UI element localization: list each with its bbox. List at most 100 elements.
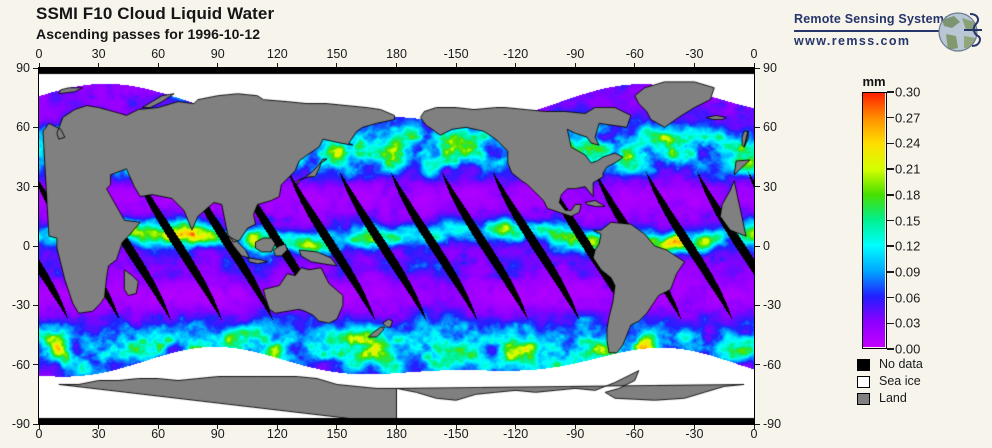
colorbar-tick-label: 0.18 [895, 187, 921, 203]
y-axis-tick-label-left: 90 [16, 61, 30, 75]
y-axis-tick [755, 67, 760, 69]
y-axis-tick [33, 304, 38, 306]
x-axis-tick-label-top: 180 [386, 47, 407, 61]
colorbar-tick-label: 0.06 [895, 290, 921, 306]
logo-organization-name: Remote Sensing Systems [794, 12, 952, 26]
logo-divider [794, 30, 942, 32]
map-plot-area[interactable] [38, 67, 755, 425]
y-axis-tick [755, 126, 760, 128]
colorbar-tick-label: 0.27 [895, 110, 921, 126]
x-axis-tick [38, 63, 40, 67]
y-axis-tick [755, 245, 760, 247]
colorbar-tick-label: 0.03 [895, 315, 921, 331]
x-axis-tick-label-bottom: -30 [685, 427, 704, 441]
x-axis-tick-label-bottom: -120 [503, 427, 529, 441]
colorbar-tick [887, 271, 894, 273]
x-axis-tick [693, 425, 695, 429]
legend-label: Land [879, 391, 907, 405]
y-axis-tick [33, 423, 38, 425]
colorbar-gradient [863, 93, 885, 347]
x-axis-tick [515, 425, 517, 429]
y-axis-tick-label-left: 60 [16, 120, 30, 135]
x-axis-tick [634, 63, 636, 67]
x-axis-tick-label-bottom: 180 [386, 427, 407, 441]
legend-label: Sea ice [879, 374, 921, 388]
x-axis-tick-label-top: -150 [443, 47, 469, 61]
y-axis-tick-label-right: 90 [763, 61, 777, 75]
y-axis-tick-label-right: 60 [763, 120, 777, 135]
y-axis-tick [755, 186, 760, 188]
legend-item: Sea ice [857, 374, 987, 391]
x-axis-tick [98, 425, 100, 429]
x-axis-tick-label-top: 30 [91, 47, 106, 61]
page-subtitle: Ascending passes for 1996-10-12 [36, 26, 261, 42]
x-axis-tick-label-top: 60 [151, 47, 166, 61]
y-axis-tick-label-right: 30 [763, 179, 777, 194]
map-legend: No data Sea ice Land [857, 357, 987, 408]
x-axis-tick [38, 425, 40, 429]
legend-item: Land [857, 391, 987, 408]
x-axis-tick-label-bottom: -60 [625, 427, 644, 441]
x-axis-tick-label-bottom: 30 [91, 427, 106, 441]
page-title: SSMI F10 Cloud Liquid Water [36, 4, 275, 23]
x-axis-tick-label-top: -30 [685, 47, 704, 61]
x-axis-tick-label-bottom: 90 [210, 427, 225, 441]
legend-label: No data [879, 357, 923, 371]
x-axis-tick [574, 425, 576, 429]
y-axis-tick [33, 245, 38, 247]
x-axis-tick-label-bottom: 150 [326, 427, 348, 441]
x-axis-tick [753, 425, 755, 429]
colorbar-tick [887, 194, 894, 196]
x-axis-tick [693, 63, 695, 67]
x-axis-tick [336, 425, 338, 429]
colorbar-tick [887, 91, 894, 93]
x-axis-tick-label-bottom: 0 [35, 427, 43, 441]
x-axis-tick [276, 63, 278, 67]
x-axis-tick [157, 425, 159, 429]
x-axis-tick [276, 425, 278, 429]
x-axis-tick [634, 425, 636, 429]
y-axis-tick-label-right: 0 [763, 239, 770, 253]
colorbar-tick-label: 0.15 [895, 213, 921, 228]
colorbar-tick [887, 348, 894, 350]
x-axis-tick [217, 63, 219, 67]
legend-swatch [857, 359, 870, 371]
x-axis-tick [157, 63, 159, 67]
colorbar-tick [887, 296, 894, 299]
y-axis-tick-label-left: -30 [11, 298, 30, 313]
y-axis-tick-label-right: -90 [763, 417, 782, 431]
legend-swatch [857, 376, 870, 388]
x-axis-tick-label-top: 150 [326, 47, 348, 61]
colorbar[interactable] [862, 92, 887, 349]
x-axis-tick [98, 63, 100, 67]
y-axis-tick [755, 423, 760, 425]
y-axis-tick [33, 186, 38, 188]
colorbar-tick-label: 0.21 [895, 161, 921, 177]
x-axis-tick-label-top: 0 [750, 47, 758, 61]
colorbar-tick-label: 0.00 [895, 341, 921, 357]
y-axis-tick-label-left: -90 [11, 417, 30, 431]
x-axis-tick [396, 63, 397, 67]
globe-icon [938, 12, 982, 52]
x-axis-tick [574, 63, 576, 67]
y-axis-tick-label-left: -60 [11, 357, 30, 372]
x-axis-tick [753, 63, 755, 67]
y-axis-tick-label-left: 0 [23, 239, 30, 253]
colorbar-tick [887, 168, 894, 170]
colorbar-unit-label: mm [862, 74, 886, 89]
x-axis-tick [455, 425, 457, 429]
x-axis-tick-label-bottom: 0 [750, 427, 758, 441]
y-axis-tick-label-right: -30 [763, 298, 782, 313]
legend-swatch [857, 393, 870, 405]
logo-website-url: www.remss.com [794, 34, 911, 48]
x-axis-tick [455, 63, 457, 67]
x-axis-tick [515, 63, 517, 67]
x-axis-tick-label-bottom: -90 [566, 427, 585, 441]
x-axis-tick-label-top: -60 [625, 47, 644, 61]
colorbar-tick-label: 0.24 [895, 135, 921, 151]
colorbar-tick [887, 142, 894, 145]
colorbar-tick-label: 0.12 [895, 238, 921, 254]
x-axis-tick [217, 425, 219, 429]
remss-logo[interactable]: Remote Sensing Systems www.remss.com [794, 12, 984, 56]
